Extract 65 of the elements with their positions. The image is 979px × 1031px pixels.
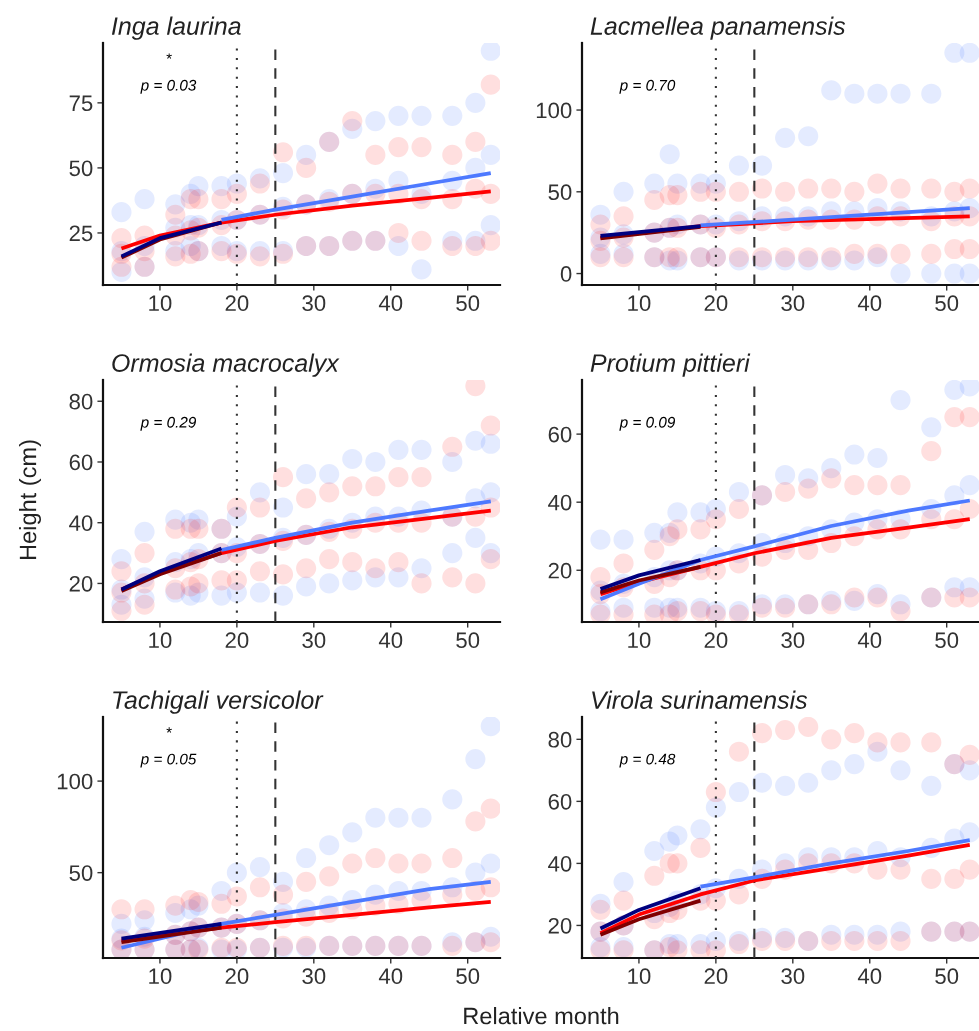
x-tick-label: 50: [935, 295, 959, 312]
x-tick-label: 50: [935, 632, 959, 649]
y-tick-label: 60: [548, 793, 572, 810]
chart-title: Ormosia macrocalyx: [112, 353, 340, 377]
y-tick-label: 25: [69, 225, 93, 242]
x-tick-label: 50: [935, 968, 959, 985]
annotation: p = 0.05: [140, 753, 197, 768]
annotation: p = 0.03: [140, 79, 197, 94]
chart-title: Lacmellea panamensis: [590, 16, 846, 40]
y-tick-label: 50: [69, 160, 93, 177]
y-tick-label: 40: [548, 494, 572, 511]
x-tick-label: 20: [225, 632, 249, 649]
x-axis-title: Relative month: [464, 1006, 619, 1025]
x-tick-label: 20: [704, 632, 728, 649]
x-tick-label: 40: [857, 295, 882, 312]
x-tick-label: 20: [704, 968, 728, 985]
x-tick-label: 40: [378, 295, 403, 312]
annotation: *: [166, 53, 172, 59]
x-tick-label: 30: [302, 295, 326, 312]
x-tick-label: 10: [628, 632, 651, 649]
annotation: p = 0.70: [619, 79, 676, 94]
x-tick-label: 40: [857, 968, 882, 985]
chart-title: Tachigali versicolor: [113, 690, 324, 714]
x-tick-label: 20: [704, 295, 728, 312]
x-tick-label: 40: [857, 632, 882, 649]
annotation: *: [166, 727, 172, 733]
x-tick-label: 50: [456, 632, 480, 649]
x-tick-label: 30: [302, 632, 326, 649]
x-tick-label: 30: [781, 968, 805, 985]
annotation: p = 0.09: [619, 416, 676, 431]
x-tick-label: 20: [225, 968, 249, 985]
y-tick-label: 50: [69, 865, 93, 881]
x-tick-label: 30: [302, 968, 326, 985]
x-tick-label: 10: [149, 295, 172, 312]
y-tick-label: 60: [69, 454, 93, 471]
y-tick-label: 0: [560, 266, 572, 282]
y-tick-label: 75: [69, 95, 93, 112]
x-tick-label: 10: [149, 632, 172, 649]
chart-title: Inga laurina: [111, 16, 241, 40]
x-tick-label: 20: [225, 295, 249, 312]
annotation: p = 0.29: [140, 416, 197, 431]
y-tick-label: 20: [548, 917, 572, 934]
y-tick-label: 80: [548, 731, 572, 748]
y-tick-label: 20: [548, 562, 572, 579]
y-tick-label: 100: [536, 102, 572, 119]
y-axis-title: Height (cm): [19, 440, 41, 560]
x-tick-label: 10: [149, 968, 172, 985]
x-tick-label: 50: [456, 968, 480, 985]
x-tick-label: 30: [781, 632, 805, 649]
y-tick-label: 20: [69, 575, 93, 592]
x-tick-label: 10: [628, 295, 651, 312]
y-tick-label: 100: [57, 773, 93, 790]
annotation: p = 0.48: [619, 753, 676, 768]
chart-title: Protium pittieri: [590, 353, 751, 377]
x-tick-label: 40: [378, 968, 403, 985]
x-tick-label: 40: [378, 632, 403, 649]
y-tick-label: 80: [69, 393, 93, 410]
x-tick-label: 10: [628, 968, 651, 985]
chart-title: Virola surinamensis: [592, 690, 808, 709]
y-tick-label: 60: [548, 426, 572, 443]
y-tick-label: 40: [548, 855, 572, 872]
y-tick-label: 40: [69, 515, 93, 531]
x-tick-label: 50: [456, 295, 480, 312]
x-tick-label: 30: [781, 295, 805, 312]
y-tick-label: 50: [548, 184, 572, 201]
